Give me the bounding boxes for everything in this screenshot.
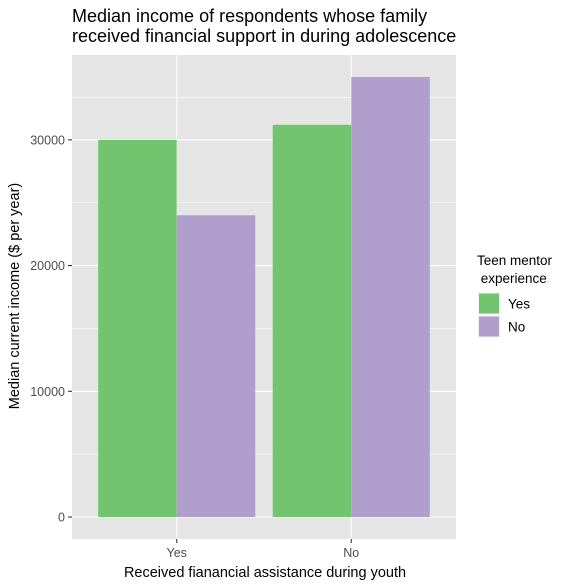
bar [176,215,256,518]
x-axis: Yes No [167,539,359,560]
legend-swatch [479,316,499,337]
legend-label: No [508,320,525,335]
legend-title-line-2: experience [477,271,547,286]
chart-title-line-1: Median income of respondents whose famil… [72,6,427,26]
legend: Teen mentor experience Yes No [477,253,553,338]
x-tick-label: Yes [167,546,187,560]
legend-label: Yes [508,297,530,312]
x-tick-label: No [343,546,359,560]
chart-title-line-2: received financial support in during ado… [72,26,456,46]
legend-title-line-1: Teen mentor [477,253,553,268]
y-axis: 0 10000 20000 30000 [30,133,72,525]
y-tick-label: 0 [58,511,65,525]
bar [272,124,352,518]
x-axis-title: Received fianancial assistance during yo… [124,565,406,581]
y-axis-title: Median current income ($ per year) [7,183,23,409]
legend-items: Yes No [478,292,530,338]
bars [98,77,430,518]
y-tick-label: 30000 [30,133,65,147]
y-tick-label: 10000 [30,385,65,399]
bar [351,77,430,517]
y-tick-label: 20000 [30,259,65,273]
legend-swatch [479,293,499,314]
bar [98,139,177,517]
